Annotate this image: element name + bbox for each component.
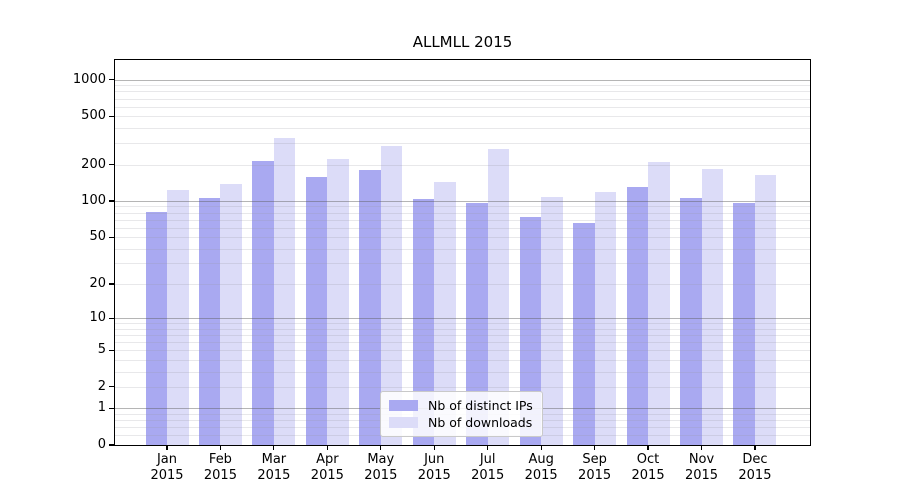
gridline-minor bbox=[115, 248, 810, 250]
gridline-minor bbox=[115, 143, 810, 145]
bar-distinct-ips-sep bbox=[573, 222, 595, 445]
x-tick-mark bbox=[433, 445, 435, 450]
gridline-minor bbox=[115, 212, 810, 214]
x-tick-label: Feb 2015 bbox=[203, 452, 237, 483]
bar-downloads-jun bbox=[434, 181, 456, 445]
y-tick-label: 1000 bbox=[72, 71, 106, 87]
y-tick-label: 1 bbox=[97, 400, 106, 416]
legend-swatch-downloads bbox=[389, 417, 418, 428]
gridline-minor bbox=[115, 350, 810, 352]
y-tick-label: 200 bbox=[81, 156, 106, 172]
x-tick-label: Nov 2015 bbox=[684, 452, 719, 483]
gridline-minor bbox=[115, 128, 810, 130]
x-tick-label: Jan 2015 bbox=[150, 452, 184, 483]
y-tick-label: 50 bbox=[89, 229, 106, 245]
gridline-minor bbox=[115, 219, 810, 221]
x-tick-label: Mar 2015 bbox=[257, 452, 291, 483]
legend: Nb of distinct IPs Nb of downloads bbox=[380, 391, 543, 437]
chart-title: ALLMLL 2015 bbox=[412, 33, 513, 51]
gridline-major bbox=[115, 318, 810, 320]
x-tick-mark bbox=[273, 445, 275, 450]
x-tick-mark bbox=[487, 445, 489, 450]
bar-distinct-ips-may bbox=[359, 170, 381, 445]
bar-distinct-ips-oct bbox=[626, 186, 649, 445]
y-tick-label: 10 bbox=[89, 310, 106, 326]
gridline-minor bbox=[115, 91, 810, 93]
x-tick-mark bbox=[754, 445, 756, 450]
bar-downloads-sep bbox=[594, 191, 617, 445]
x-tick-label: Sep 2015 bbox=[578, 452, 612, 483]
gridline-minor bbox=[115, 164, 810, 166]
gridline-minor bbox=[115, 284, 810, 286]
y-tick-label: 20 bbox=[89, 276, 106, 292]
y-tick-label: 5 bbox=[97, 342, 106, 358]
legend-label: Nb of distinct IPs bbox=[428, 398, 533, 413]
bar-downloads-jan bbox=[167, 190, 189, 445]
x-tick-label: Apr 2015 bbox=[310, 452, 344, 483]
gridline-minor bbox=[115, 335, 810, 337]
legend-label: Nb of downloads bbox=[428, 415, 533, 430]
x-tick-mark bbox=[219, 445, 222, 450]
x-tick-mark bbox=[647, 445, 649, 450]
gridline-major bbox=[115, 79, 810, 81]
x-tick-mark bbox=[700, 445, 703, 450]
legend-swatch-distinct-ips bbox=[389, 400, 418, 411]
y-tick-label: 0 bbox=[97, 437, 106, 452]
x-tick-mark bbox=[594, 445, 596, 450]
bar-distinct-ips-jun bbox=[412, 198, 435, 445]
gridline-minor bbox=[115, 359, 810, 361]
y-tick-label: 100 bbox=[81, 192, 106, 208]
gridline-minor bbox=[115, 371, 810, 373]
bar-distinct-ips-nov bbox=[680, 197, 702, 445]
gridline-minor bbox=[115, 206, 810, 208]
gridline-minor bbox=[115, 263, 810, 265]
x-tick-label: Dec 2015 bbox=[738, 452, 772, 483]
gridline-minor bbox=[115, 106, 810, 108]
bar-downloads-mar bbox=[273, 138, 296, 445]
bar-downloads-apr bbox=[327, 159, 349, 445]
legend-item: Nb of downloads bbox=[389, 415, 533, 430]
x-tick-mark bbox=[166, 445, 168, 450]
x-tick-label: Jul 2015 bbox=[471, 452, 505, 483]
bars-layer bbox=[115, 60, 810, 445]
x-tick-label: Oct 2015 bbox=[631, 452, 665, 483]
legend-item: Nb of distinct IPs bbox=[389, 398, 533, 413]
gridline-minor bbox=[115, 342, 810, 344]
bar-downloads-aug bbox=[541, 196, 563, 445]
gridline-minor bbox=[115, 116, 810, 118]
x-tick-mark bbox=[380, 445, 382, 450]
gridline-minor bbox=[115, 328, 810, 330]
bar-downloads-nov bbox=[701, 168, 723, 445]
gridline-minor bbox=[115, 85, 810, 87]
bar-distinct-ips-aug bbox=[519, 216, 542, 445]
bar-distinct-ips-jul bbox=[466, 203, 488, 445]
bar-downloads-oct bbox=[648, 162, 670, 445]
bar-distinct-ips-feb bbox=[198, 197, 221, 445]
bar-distinct-ips-apr bbox=[305, 176, 328, 445]
bar-distinct-ips-mar bbox=[252, 161, 274, 445]
plot-area: Nb of distinct IPs Nb of downloads bbox=[114, 59, 811, 446]
gridline-minor bbox=[115, 237, 810, 239]
y-tick-label: 500 bbox=[81, 108, 106, 124]
grid-layer bbox=[115, 60, 810, 445]
gridline-major bbox=[115, 200, 810, 202]
x-tick-label: May 2015 bbox=[364, 452, 398, 483]
gridline-minor bbox=[115, 227, 810, 229]
x-tick-label: Aug 2015 bbox=[524, 452, 558, 483]
gridline-minor bbox=[115, 98, 810, 100]
gridline-minor bbox=[115, 386, 810, 388]
x-tick-mark bbox=[326, 445, 328, 450]
bar-downloads-jul bbox=[487, 149, 510, 445]
gridline-minor bbox=[115, 323, 810, 325]
bar-downloads-dec bbox=[754, 175, 777, 445]
bar-distinct-ips-jan bbox=[145, 212, 167, 445]
y-tick-label: 2 bbox=[97, 378, 106, 394]
bar-distinct-ips-dec bbox=[733, 203, 755, 445]
x-tick-mark bbox=[540, 445, 542, 450]
bar-downloads-feb bbox=[220, 184, 242, 445]
bar-downloads-may bbox=[380, 145, 403, 445]
x-tick-label: Jun 2015 bbox=[417, 452, 451, 483]
